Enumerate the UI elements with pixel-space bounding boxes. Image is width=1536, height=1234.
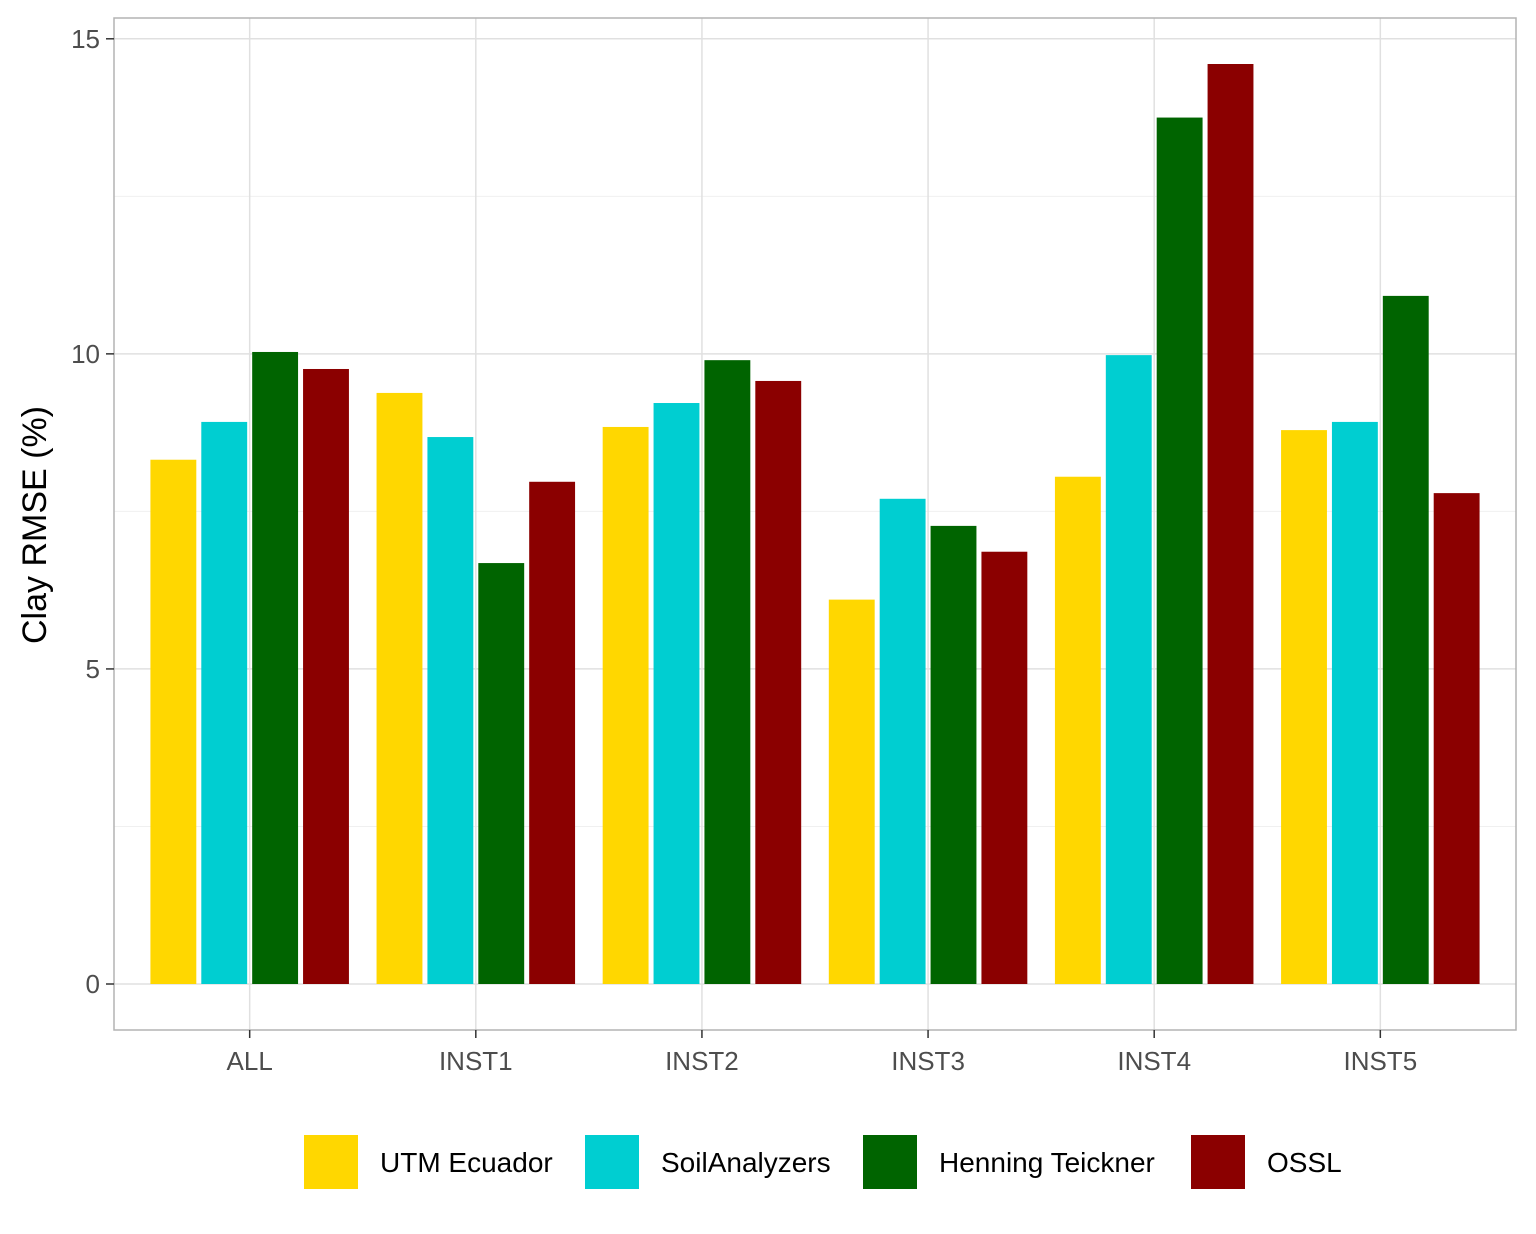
bar-henning-teickner [478, 563, 525, 984]
bar-utm-ecuador [1281, 430, 1327, 984]
legend-label: UTM Ecuador [380, 1147, 553, 1178]
legend-key [304, 1135, 358, 1189]
bar-soilanalyzers [879, 498, 926, 984]
bar-henning-teickner [252, 351, 299, 984]
bar-ossl [981, 551, 1028, 984]
y-tick-label: 5 [86, 654, 100, 684]
x-tick-label: ALL [227, 1046, 273, 1076]
legend-key [863, 1135, 917, 1189]
bar-ossl [529, 481, 576, 984]
panel-border [113, 17, 1517, 1031]
bar-henning-teickner [1156, 117, 1203, 984]
legend-label: OSSL [1267, 1147, 1342, 1178]
x-tick-label: INST3 [891, 1046, 965, 1076]
bar-soilanalyzers [653, 403, 700, 985]
y-tick-label: 15 [71, 24, 100, 54]
x-tick-label: INST1 [439, 1046, 513, 1076]
legend-item: SoilAnalyzers [585, 1135, 831, 1189]
bar-utm-ecuador [376, 392, 423, 984]
legend: UTM Ecuador SoilAnalyzers Henning Teickner… [304, 1135, 1342, 1189]
bar-ossl [1207, 64, 1254, 984]
bar-utm-ecuador [150, 459, 197, 984]
bar-utm-ecuador [828, 599, 875, 984]
bar-henning-teickner [1382, 295, 1429, 985]
legend-label: Henning Teickner [939, 1147, 1155, 1178]
legend-item: UTM Ecuador [304, 1135, 553, 1189]
legend-key [585, 1135, 639, 1189]
bars [150, 64, 1480, 985]
bar-soilanalyzers [1331, 421, 1378, 984]
bar-ossl [1433, 493, 1480, 984]
legend-key [1191, 1135, 1245, 1189]
bar-utm-ecuador [602, 426, 649, 985]
bar-henning-teickner [930, 525, 977, 984]
bar-soilanalyzers [427, 437, 474, 984]
bar-soilanalyzers [1105, 355, 1152, 984]
bar-ossl [755, 380, 802, 985]
bar-soilanalyzers [201, 421, 248, 984]
bar-utm-ecuador [1054, 476, 1101, 984]
bar-henning-teickner [704, 360, 751, 984]
grid [114, 18, 1516, 1030]
x-tick-label: INST4 [1117, 1046, 1191, 1076]
legend-label: SoilAnalyzers [661, 1147, 831, 1178]
legend-item: OSSL [1191, 1135, 1342, 1189]
y-tick-label: 0 [86, 969, 100, 999]
legend-item: Henning Teickner [863, 1135, 1155, 1189]
y-axis-label: Clay RMSE (%) [16, 406, 54, 644]
x-tick-label: INST5 [1343, 1046, 1417, 1076]
y-tick-label: 10 [71, 339, 100, 369]
axes: 0 5 10 15 ALL INST1 INST2 INST3 INST4 INST5 [71, 24, 1417, 1076]
bar-ossl [303, 368, 349, 984]
x-tick-label: INST2 [665, 1046, 739, 1076]
